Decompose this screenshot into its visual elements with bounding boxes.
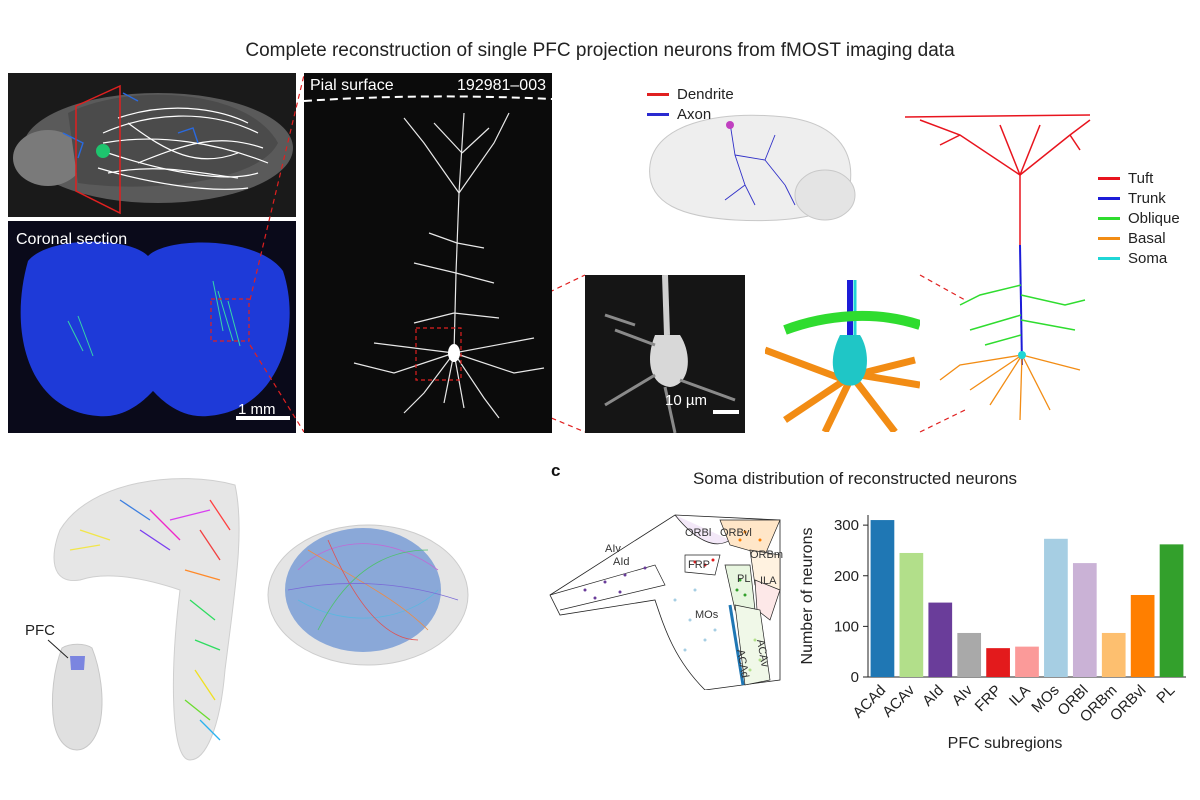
- brain-3d-drawing: [649, 114, 856, 222]
- coronal-section-image: Coronal section 1 mm: [8, 221, 296, 433]
- neuron-id-label: 192981–003: [457, 77, 546, 94]
- map-label-frp: FRP: [688, 559, 710, 571]
- soma-zoom-drawing: [604, 275, 739, 433]
- pfc-axon-drawing: [267, 524, 469, 666]
- bar-orbl: [1072, 563, 1097, 677]
- map-label-pl: PL: [737, 573, 750, 585]
- bar-orbm: [1101, 632, 1126, 677]
- soma-3d-render: [765, 280, 920, 432]
- brain-sagittal-drawing: [13, 84, 293, 215]
- legend-soma-swatch: [1098, 256, 1120, 260]
- legend-soma-label: Soma: [1128, 249, 1168, 267]
- pfc-somata-3d-render: PFC: [20, 470, 260, 770]
- y-tick-label: 100: [834, 618, 859, 635]
- map-label-acav: ACAv: [754, 638, 771, 668]
- legend-dendrite-label: Dendrite: [677, 85, 734, 103]
- map-label-orbvl: ORBvl: [720, 527, 752, 539]
- map-label-ila: ILA: [760, 575, 777, 587]
- bar-pl: [1159, 544, 1184, 677]
- zoom-scale-label: 10 µm: [665, 392, 707, 409]
- pfc-axon-projections-3d: [258, 510, 478, 680]
- legend-oblique: Oblique: [1098, 208, 1180, 228]
- panel-letter-c: c: [551, 461, 561, 480]
- pfc-atlas-soma-map: AIv AId ORBl ORBvl ORBm FRP PL ILA MOs A…: [545, 510, 785, 690]
- x-tick-label-acad: ACAd: [850, 682, 890, 722]
- legend-dendrite-swatch: [647, 92, 669, 96]
- legend-trunk-label: Trunk: [1128, 189, 1166, 207]
- legend-tuft-label: Tuft: [1128, 169, 1154, 187]
- neuron-fmost-image: Pial surface 192981–003: [304, 73, 552, 433]
- legend-tuft-swatch: [1098, 176, 1120, 180]
- soma-3d-drawing: [765, 280, 920, 432]
- coronal-label: Coronal section: [16, 231, 128, 248]
- compartment-neuron-render: [900, 105, 1095, 435]
- map-label-aiv: AIv: [605, 543, 621, 555]
- map-label-orbl: ORBl: [685, 527, 711, 539]
- y-tick-label: 0: [851, 669, 859, 686]
- x-tick-label-aiv: AIv: [949, 681, 977, 709]
- y-axis-title: Number of neurons: [799, 528, 816, 665]
- legend-basal: Basal: [1098, 228, 1180, 248]
- scale-bar-label: 1 mm: [238, 401, 276, 418]
- legend-tuft: Tuft: [1098, 168, 1180, 188]
- legend-trunk-swatch: [1098, 196, 1120, 200]
- bar-orbvl: [1130, 594, 1155, 677]
- legend-axon-label: Axon: [677, 105, 712, 123]
- x-tick-label-frp: FRP: [972, 682, 1005, 715]
- bar-ila: [1015, 646, 1039, 677]
- legend-axon-swatch: [647, 112, 669, 116]
- brain-3d-axon-image: [645, 105, 860, 230]
- legend-soma: Soma: [1098, 248, 1180, 268]
- legend-basal-swatch: [1098, 236, 1120, 240]
- y-tick-label: 200: [834, 568, 859, 585]
- pial-surface-label: Pial surface: [310, 77, 394, 94]
- bar-frp: [986, 648, 1010, 677]
- x-tick-label-acav: ACAv: [879, 681, 918, 720]
- bar-acav: [899, 552, 924, 677]
- compartment-legend: Tuft Trunk Oblique Basal Soma: [1098, 168, 1180, 268]
- compartment-neuron-drawing: [904, 114, 1091, 421]
- map-label-acad: ACAd: [734, 648, 751, 678]
- map-label-orbm: ORBm: [750, 549, 783, 561]
- map-label-aid: AId: [613, 556, 630, 568]
- legend-basal-label: Basal: [1128, 229, 1166, 247]
- bar-aiv: [957, 632, 982, 677]
- legend-axon: Axon: [647, 104, 734, 124]
- legend-oblique-swatch: [1098, 216, 1120, 220]
- pfc-label: PFC: [25, 622, 55, 639]
- soma-zoom-image: 10 µm: [585, 275, 745, 433]
- bar-aid: [928, 602, 953, 677]
- bar-acad: [870, 520, 895, 677]
- brain-sagittal-image: [8, 73, 296, 217]
- panel-c-heading: Soma distribution of reconstructed neuro…: [692, 469, 1018, 488]
- neuron-drawing: [304, 95, 552, 419]
- dendrite-axon-legend: Dendrite Axon: [647, 84, 734, 124]
- legend-dendrite: Dendrite: [647, 84, 734, 104]
- y-tick-label: 300: [834, 517, 859, 534]
- x-tick-label-pl: PL: [1153, 682, 1178, 707]
- atlas-map-drawing: AIv AId ORBl ORBvl ORBm FRP PL ILA MOs A…: [549, 514, 783, 690]
- x-axis-title: PFC subregions: [948, 735, 1063, 752]
- x-tick-label-aid: AId: [919, 682, 947, 710]
- bar-mos: [1044, 538, 1068, 677]
- pfc-somata-drawing: [53, 478, 240, 761]
- legend-trunk: Trunk: [1098, 188, 1180, 208]
- legend-oblique-label: Oblique: [1128, 209, 1180, 227]
- map-label-mos: MOs: [695, 609, 719, 621]
- mouse-brain-inset: [47, 639, 103, 751]
- coronal-drawing: [20, 241, 290, 420]
- figure-title: Complete reconstruction of single PFC pr…: [245, 40, 955, 61]
